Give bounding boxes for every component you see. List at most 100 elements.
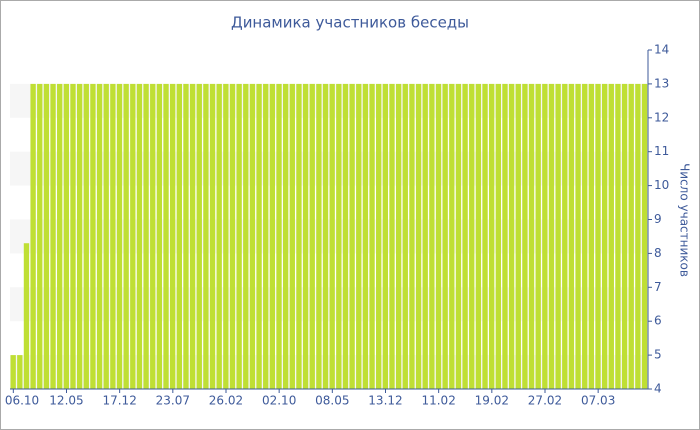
chart-title: Динамика участников беседы	[231, 14, 469, 32]
bar	[116, 83, 123, 390]
bar	[216, 83, 222, 390]
x-tick-label: 02.10	[262, 394, 296, 408]
bar	[229, 83, 236, 390]
y-tick-label: 5	[654, 348, 662, 362]
bar	[429, 83, 435, 390]
bar	[17, 355, 23, 389]
bar	[256, 83, 262, 390]
bar	[209, 83, 216, 390]
bar	[389, 83, 395, 390]
bar	[123, 83, 129, 390]
grid-band	[10, 151, 648, 186]
bar	[90, 83, 96, 390]
grid-band	[10, 287, 648, 322]
x-tick-label: 27.02	[528, 394, 562, 408]
y-axis-label: Число участников	[678, 163, 692, 277]
x-tick-label: 08.05	[315, 394, 349, 408]
bar	[282, 83, 289, 390]
y-tick-label: 14	[654, 43, 669, 57]
bar	[243, 83, 249, 390]
bar	[402, 83, 408, 390]
bar	[435, 83, 442, 390]
y-tick-label: 11	[654, 144, 669, 158]
bar	[349, 83, 355, 390]
bar	[63, 83, 70, 390]
bar	[196, 83, 202, 390]
bar	[30, 83, 36, 390]
bar	[442, 83, 448, 390]
bar	[329, 83, 335, 390]
bar	[641, 83, 648, 390]
bar	[110, 83, 116, 390]
y-tick-label: 9	[654, 212, 662, 226]
bar	[582, 83, 588, 390]
x-tick-label: 06.10	[5, 394, 39, 408]
bar	[96, 83, 103, 390]
bar	[575, 83, 581, 390]
bar	[83, 83, 89, 390]
bar	[621, 83, 628, 390]
x-tick-label: 12.05	[49, 394, 83, 408]
bar	[296, 83, 302, 390]
bar	[136, 83, 143, 390]
bar	[263, 83, 269, 390]
bar	[302, 83, 309, 390]
y-tick-label: 6	[654, 314, 662, 328]
bar	[322, 83, 329, 390]
y-tick-label: 7	[654, 280, 662, 294]
bar	[203, 83, 209, 390]
bar	[176, 83, 182, 390]
bar	[628, 83, 634, 390]
bar	[475, 83, 482, 390]
x-tick-label: 11.02	[421, 394, 455, 408]
bar	[635, 83, 641, 390]
bar	[57, 83, 63, 390]
bar	[469, 83, 475, 390]
x-tick-label: 07.03	[581, 394, 615, 408]
bar	[236, 83, 242, 390]
bar	[336, 83, 342, 390]
bar	[449, 83, 455, 390]
bar	[276, 83, 282, 390]
bar	[23, 243, 30, 389]
x-tick-label: 17.12	[102, 394, 136, 408]
bar	[76, 83, 83, 390]
bar	[37, 83, 43, 390]
y-tick-label: 13	[654, 76, 669, 90]
bar	[269, 83, 276, 390]
bar	[535, 83, 541, 390]
bar	[369, 83, 375, 390]
bar	[362, 83, 369, 390]
bar	[70, 83, 76, 390]
bar	[489, 83, 495, 390]
bar	[316, 83, 322, 390]
bar	[50, 83, 56, 390]
bar	[601, 83, 608, 390]
bar	[382, 83, 389, 390]
bar	[522, 83, 528, 390]
bar	[588, 83, 595, 390]
y-tick-label: 8	[654, 246, 662, 260]
y-tick-label: 10	[654, 178, 669, 192]
bar	[170, 83, 176, 390]
y-tick-label: 12	[654, 110, 669, 124]
bar	[43, 83, 50, 390]
bar	[422, 83, 428, 390]
bar	[615, 83, 621, 390]
bar	[455, 83, 462, 390]
bar	[183, 83, 189, 390]
bar	[103, 83, 109, 390]
bar	[528, 83, 535, 390]
bar	[143, 83, 149, 390]
bar	[409, 83, 415, 390]
x-tick-label: 26.02	[209, 394, 243, 408]
bar	[508, 83, 515, 390]
grid-band	[10, 355, 648, 389]
bar	[568, 83, 575, 390]
bar	[130, 83, 136, 390]
bar	[515, 83, 521, 390]
bar	[595, 83, 601, 390]
x-tick-label: 19.02	[475, 394, 509, 408]
bar	[502, 83, 508, 390]
grid-band	[10, 83, 648, 118]
